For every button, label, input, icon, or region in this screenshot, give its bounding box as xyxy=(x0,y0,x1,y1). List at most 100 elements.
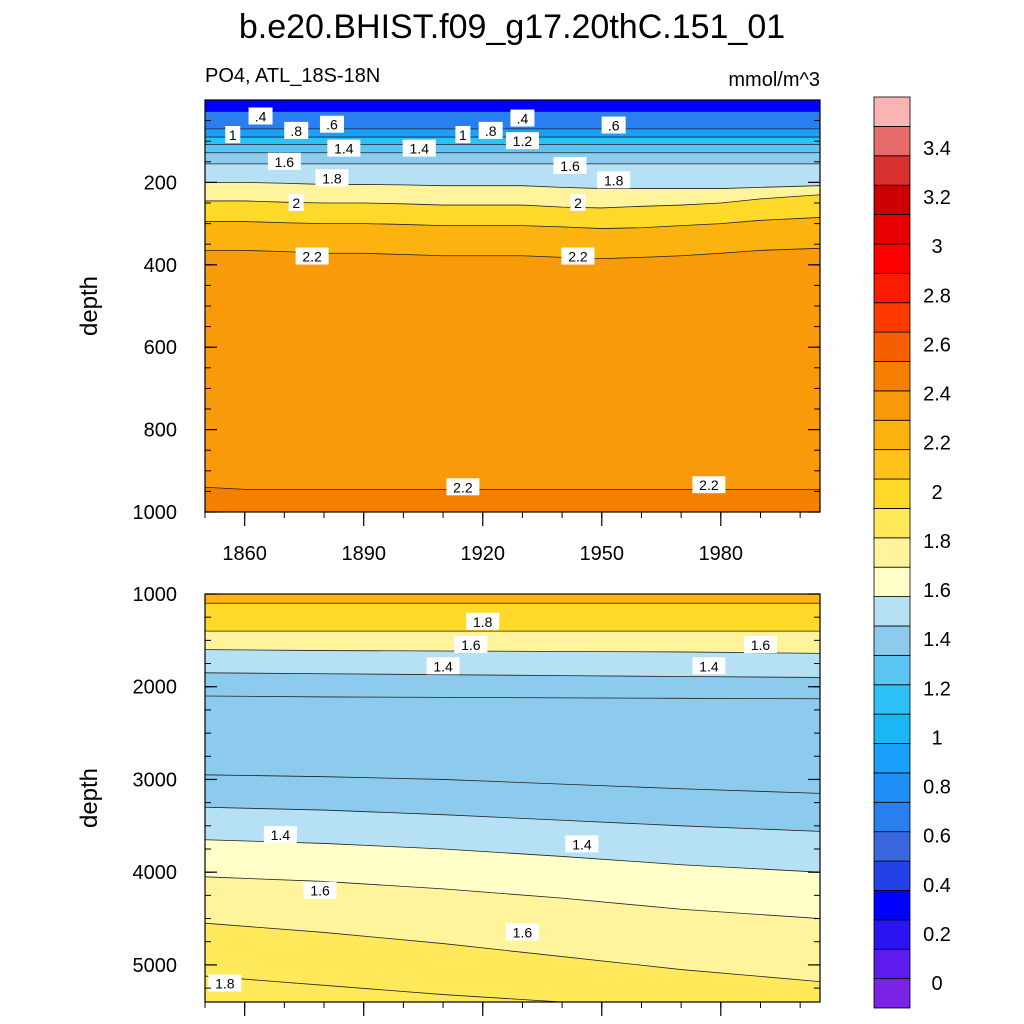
lower-contour-line-5 xyxy=(205,774,820,794)
colorbar-label-17: 3.4 xyxy=(923,138,951,160)
lower-contour-line-3 xyxy=(205,672,820,678)
colorbar-box-5 xyxy=(873,831,911,862)
upper-contour-label-13: 1.8 xyxy=(315,169,349,187)
colorbar-box-12 xyxy=(873,625,911,656)
svg-text:1.4: 1.4 xyxy=(572,836,592,852)
colorbar-box-17 xyxy=(873,478,911,509)
lower-contour-label-6: 1.4 xyxy=(565,835,599,853)
lower-ytick-label-3: 4000 xyxy=(133,862,178,884)
colorbar-box-24 xyxy=(873,272,911,304)
lower-band-2 xyxy=(205,631,820,654)
colorbar-box-20 xyxy=(873,390,911,421)
colorbar-box-8 xyxy=(873,743,911,774)
lower-contour-label-9: 1.8 xyxy=(208,974,242,992)
upper-xtick-label-1: 1890 xyxy=(341,543,386,565)
colorbar-label-0: 0 xyxy=(931,973,942,995)
upper-contour-label-2: .8 xyxy=(284,121,309,139)
svg-text:.4: .4 xyxy=(255,108,267,124)
colorbar-label-5: 1 xyxy=(931,727,942,749)
svg-text:1.6: 1.6 xyxy=(275,154,295,170)
upper-ytick-label-2: 600 xyxy=(144,337,177,359)
lower-ylabel: depth xyxy=(76,768,103,828)
colorbar-box-1 xyxy=(873,948,911,980)
upper-xtick-label-3: 1950 xyxy=(580,543,625,565)
right-subtitle: mmol/m^3 xyxy=(728,69,820,91)
svg-text:1.4: 1.4 xyxy=(410,141,430,157)
upper-contour-line-6 xyxy=(205,182,820,189)
lower-contour-label-5: 1.4 xyxy=(263,826,297,844)
left-subtitle: PO4, ATL_18S-18N xyxy=(205,65,380,87)
lower-contour-line-7 xyxy=(205,839,820,873)
lower-contour-line-10 xyxy=(205,975,820,1002)
colorbar-box-4 xyxy=(873,860,911,891)
colorbar-box-25 xyxy=(873,243,911,274)
upper-contour-line-7 xyxy=(205,194,820,209)
colorbar-label-11: 2.2 xyxy=(923,433,951,455)
upper-contour-line-8 xyxy=(205,217,820,229)
upper-contour-label-1: 1 xyxy=(225,126,241,143)
colorbar-box-23 xyxy=(873,302,911,333)
upper-contour-label-8: 1.4 xyxy=(327,139,361,157)
upper-contour-label-3: .6 xyxy=(319,115,344,133)
lower-contour-line-9 xyxy=(205,922,820,982)
colorbar-box-7 xyxy=(873,772,911,803)
colorbar-label-15: 3 xyxy=(931,236,942,258)
colorbar-label-13: 2.6 xyxy=(923,334,951,356)
lower-contour-label-0: 1.8 xyxy=(466,612,500,630)
svg-text:2.2: 2.2 xyxy=(453,479,473,495)
svg-text:1.4: 1.4 xyxy=(271,827,291,843)
lower-band-6 xyxy=(205,774,820,832)
lower-contour-line-4 xyxy=(205,695,820,700)
upper-contour-label-10: 1.2 xyxy=(505,132,539,150)
colorbar-box-30 xyxy=(873,96,911,127)
colorbar-box-21 xyxy=(873,361,911,392)
svg-text:1.6: 1.6 xyxy=(513,924,533,940)
upper-contour-label-12: 1.6 xyxy=(553,156,587,174)
lower-band-1 xyxy=(205,603,820,632)
svg-text:2: 2 xyxy=(574,195,582,211)
lower-contour-label-8: 1.6 xyxy=(505,923,539,941)
upper-contour-label-15: 2 xyxy=(288,194,304,211)
lower-contour-line-8 xyxy=(205,876,820,919)
colorbar-box-3 xyxy=(873,890,911,921)
svg-text:2.2: 2.2 xyxy=(568,249,588,265)
upper-contour-label-16: 2 xyxy=(570,194,586,211)
svg-text:.8: .8 xyxy=(290,123,302,139)
colorbar-box-9 xyxy=(873,713,911,744)
svg-text:.6: .6 xyxy=(608,118,620,134)
svg-text:1.8: 1.8 xyxy=(215,975,235,991)
upper-ytick-label-3: 800 xyxy=(144,420,177,442)
lower-ytick-label-0: 1000 xyxy=(133,584,178,606)
upper-band-11 xyxy=(205,487,820,512)
upper-contour-label-18: 2.2 xyxy=(561,247,595,265)
lower-band-4 xyxy=(205,672,820,699)
colorbar-label-16: 3.2 xyxy=(923,187,951,209)
colorbar-box-11 xyxy=(873,654,911,686)
upper-xtick-label-4: 1980 xyxy=(699,543,744,565)
upper-ytick-label-1: 400 xyxy=(144,255,177,277)
colorbar-label-1: 0.2 xyxy=(923,924,951,946)
svg-text:1.6: 1.6 xyxy=(461,637,481,653)
upper-ytick-label-0: 200 xyxy=(144,172,177,194)
svg-text:2.2: 2.2 xyxy=(302,249,322,265)
colorbar: 0 0.2 0.4 0.6 0.8 1 1.2 1.4 1.6 1.8 2 2.2 2.4 2.6 2.8 3… xyxy=(873,96,951,1009)
colorbar-label-12: 2.4 xyxy=(923,384,951,406)
colorbar-label-4: 0.8 xyxy=(923,777,951,799)
lower-fill-layer xyxy=(205,594,820,1002)
colorbar-label-8: 1.6 xyxy=(923,580,951,602)
upper-xtick-label-0: 1860 xyxy=(222,543,267,565)
lower-contour-line-6 xyxy=(205,806,820,832)
lower-frame xyxy=(204,593,821,1003)
svg-text:1.2: 1.2 xyxy=(513,133,533,149)
lower-band-10 xyxy=(205,923,820,1002)
upper-contour-label-9: 1.4 xyxy=(402,139,436,157)
svg-text:.8: .8 xyxy=(485,123,497,139)
svg-text:1.8: 1.8 xyxy=(322,170,342,186)
upper-contour-label-19: 2.2 xyxy=(446,478,480,496)
upper-ytick-label-4: 1000 xyxy=(133,502,178,524)
colorbar-label-6: 1.2 xyxy=(923,678,951,700)
lower-contour-line-2 xyxy=(205,649,820,654)
upper-band-9 xyxy=(205,217,820,259)
colorbar-box-22 xyxy=(873,331,911,362)
